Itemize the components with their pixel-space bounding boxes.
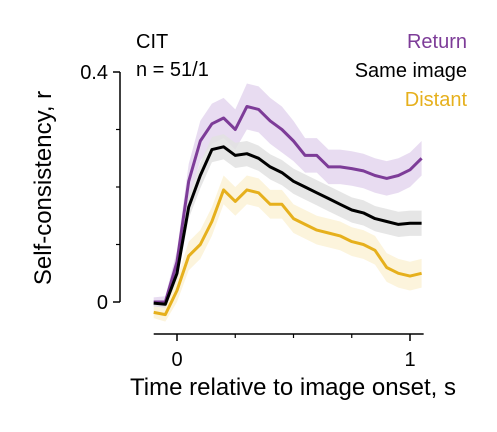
y-tick-label: 0.4: [80, 62, 108, 84]
annotation-count-label: n = 51/1: [136, 59, 209, 81]
x-tick-label: 1: [404, 349, 415, 371]
band-return: [153, 83, 422, 308]
band-same-image: [153, 134, 422, 308]
x-tick-label: 0: [171, 349, 182, 371]
band-distant: [153, 175, 422, 322]
annotation-area-label: CIT: [136, 31, 168, 53]
x-axis-label: Time relative to image onset, s: [130, 374, 456, 401]
series-line-same-image: [153, 145, 422, 306]
legend-entry-distant: Distant: [405, 89, 468, 111]
legend-entry-return: Return: [407, 31, 467, 53]
series-line-distant: [153, 188, 422, 317]
legend: Return Same image Distant: [355, 31, 468, 111]
legend-entry-same-image: Same image: [355, 60, 467, 82]
error-bands: [153, 83, 422, 322]
y-tick-label: 0: [97, 292, 108, 314]
y-axis-label: Self-consistency, r: [30, 91, 57, 285]
series-line-return: [153, 105, 423, 304]
axis-ticks: 0 0.4 0 1: [80, 62, 415, 371]
series-lines: [153, 105, 423, 317]
